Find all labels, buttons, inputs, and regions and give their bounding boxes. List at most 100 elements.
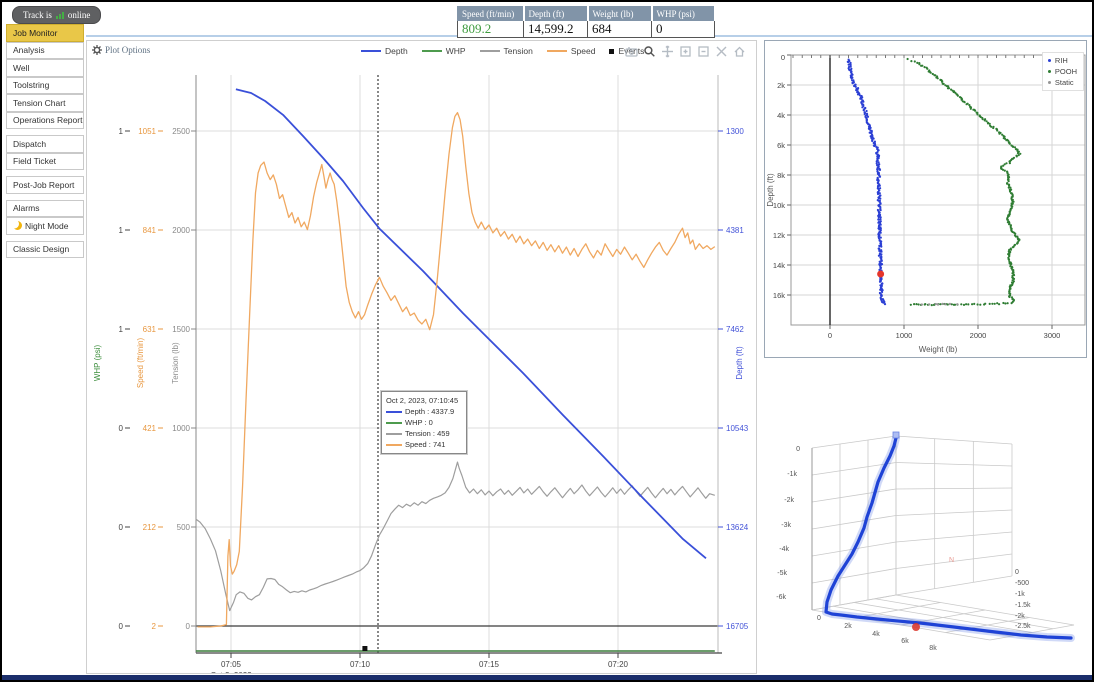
legend-label: Static (1054, 78, 1074, 87)
scatter-legend-item-pooh[interactable]: POOH (1047, 66, 1077, 77)
main-chart[interactable]: 1110001051841631421212225002000150010005… (87, 41, 756, 680)
svg-text:N: N (949, 557, 954, 564)
svg-text:-3k: -3k (781, 522, 791, 529)
sidebar-item-tension-chart[interactable]: Tension Chart (6, 94, 84, 112)
scatter-legend-item-rih[interactable]: RIH (1047, 55, 1077, 66)
plot-options-button[interactable]: Plot Options (92, 45, 150, 55)
stats-value-1: 14,599.2 (523, 20, 588, 38)
autoscale-icon[interactable] (715, 45, 728, 58)
sidebar-item-label: Toolstring (13, 80, 50, 91)
sidebar-item-label: Alarms (13, 203, 40, 214)
sidebar-item-job-monitor[interactable]: Job Monitor (6, 24, 84, 42)
svg-text:10543: 10543 (726, 424, 749, 433)
svg-text:4381: 4381 (726, 226, 744, 235)
tooltip-row-tension: Tension : 459 (386, 428, 462, 439)
svg-text:12k: 12k (773, 231, 785, 240)
svg-text:1051: 1051 (138, 127, 156, 136)
camera-icon[interactable] (625, 45, 638, 58)
legend-dot (1047, 59, 1051, 62)
svg-text:07:15: 07:15 (479, 660, 500, 669)
stats-header-2: Weight (lb) (587, 6, 653, 21)
zoom-in-icon[interactable] (679, 45, 692, 58)
tooltip-title: Oct 2, 2023, 07:10:45 (386, 396, 459, 405)
track-status-post: online (67, 10, 91, 20)
svg-text:0: 0 (817, 615, 821, 622)
svg-text:-4k: -4k (779, 546, 789, 553)
track-status-pre: Track is (23, 10, 52, 20)
svg-text:0: 0 (1015, 569, 1019, 576)
svg-text:Speed (ft/min): Speed (ft/min) (136, 338, 145, 389)
tooltip-row-whp: WHP : 0 (386, 417, 462, 428)
sidebar-item-analysis[interactable]: Analysis (6, 41, 84, 59)
sidebar-item-label: Analysis (13, 45, 45, 56)
svg-text:1000: 1000 (896, 331, 913, 340)
sidebar-item-post-job-report[interactable]: Post-Job Report (6, 176, 84, 194)
scatter-legend-item-static[interactable]: Static (1047, 77, 1077, 88)
svg-text:2: 2 (152, 622, 157, 631)
sidebar-item-field-ticket[interactable]: Field Ticket (6, 152, 84, 170)
svg-text:16k: 16k (773, 291, 785, 300)
svg-text:07:05: 07:05 (221, 660, 242, 669)
main-chart-legend: Depth WHP Tension Speed Events (361, 46, 644, 56)
sidebar-item-toolstring[interactable]: Toolstring (6, 76, 84, 94)
sidebar-item-operations-report[interactable]: Operations Report (6, 111, 84, 129)
svg-text:212: 212 (143, 523, 157, 532)
svg-text:Oct 2, 2023: Oct 2, 2023 (210, 671, 252, 673)
svg-text:4k: 4k (872, 631, 880, 638)
svg-text:10k: 10k (773, 201, 785, 210)
sidebar-item-well[interactable]: Well (6, 59, 84, 77)
svg-text:631: 631 (143, 325, 157, 334)
moon-icon (13, 221, 22, 230)
svg-text:0: 0 (828, 331, 832, 340)
sidebar-item-dispatch[interactable]: Dispatch (6, 135, 84, 153)
sidebar-item-label: Job Monitor (13, 27, 58, 38)
svg-text:2500: 2500 (172, 127, 190, 136)
svg-text:500: 500 (177, 523, 191, 532)
zoom-icon[interactable] (643, 45, 656, 58)
svg-text:Weight (lb): Weight (lb) (919, 345, 958, 354)
svg-text:-2k: -2k (784, 497, 794, 504)
svg-text:8k: 8k (777, 171, 785, 180)
svg-text:-1k: -1k (1015, 591, 1025, 598)
stats-header-3: WHP (psi) (651, 6, 716, 21)
sidebar-item-label: Well (13, 62, 30, 73)
sidebar-item-alarms[interactable]: Alarms (6, 199, 84, 217)
sidebar-item-night-mode[interactable]: Night Mode (6, 217, 84, 235)
bottom-bar (2, 675, 1092, 680)
sidebar-item-classic-design[interactable]: Classic Design (6, 240, 84, 258)
reset-home-icon[interactable] (733, 45, 746, 58)
svg-text:-1k: -1k (787, 471, 797, 478)
track-status-button[interactable]: Track is online (12, 6, 102, 24)
legend-item-whp[interactable]: WHP (421, 46, 466, 56)
svg-text:0: 0 (781, 53, 785, 62)
sidebar-item-label: Field Ticket (13, 156, 56, 167)
svg-text:8k: 8k (929, 645, 937, 652)
sidebar-item-label: Classic Design (13, 244, 70, 255)
legend-label: Speed (570, 46, 596, 56)
svg-text:0: 0 (796, 446, 800, 453)
svg-text:WHP (psi): WHP (psi) (93, 345, 102, 382)
sidebar-item-label: Dispatch (13, 138, 47, 149)
sidebar-item-label: Post-Job Report (13, 179, 75, 190)
svg-text:3000: 3000 (1044, 331, 1061, 340)
svg-text:-2k: -2k (1015, 613, 1025, 620)
svg-text:13624: 13624 (726, 523, 749, 532)
trajectory-3d-chart[interactable]: 0 -1k -2k -3k -4k -5k -6k 0 2k 4k 6k 8k 0 -500 -1k -1.5… (772, 362, 1092, 678)
svg-text:1: 1 (119, 127, 124, 136)
svg-text:2k: 2k (777, 81, 785, 90)
legend-item-tension[interactable]: Tension (479, 46, 533, 56)
svg-text:1300: 1300 (726, 127, 744, 136)
modebar (625, 45, 746, 58)
main-chart-panel: 1 1 1 0 0 0 1051 841 631 421 212 2 2500 2000 1500 1000 5… (86, 40, 757, 680)
zoom-out-icon[interactable] (697, 45, 710, 58)
svg-text:841: 841 (143, 226, 157, 235)
legend-label: POOH (1054, 67, 1077, 76)
pan-icon[interactable] (661, 45, 674, 58)
legend-item-depth[interactable]: Depth (361, 46, 408, 56)
signal-bars-icon (55, 11, 64, 19)
weight-depth-chart[interactable]: 0 1000 2000 3000 0 2k 4k 6k 8k 10k 12k 14k 16k Weight… (765, 41, 1086, 357)
legend-item-speed[interactable]: Speed (546, 46, 596, 56)
gear-icon (92, 45, 102, 55)
svg-text:6k: 6k (777, 141, 785, 150)
